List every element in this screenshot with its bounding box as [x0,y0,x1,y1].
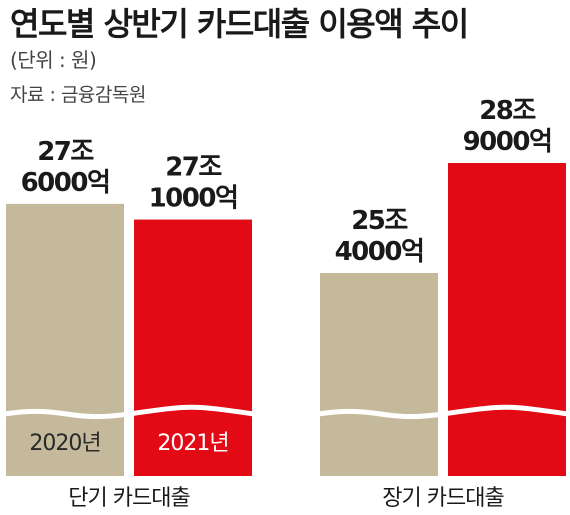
bar-long-term-2021 [448,163,566,476]
data-label: 25조 4000억 [335,206,424,267]
data-label: 28조 9000억 [463,96,552,157]
legend-2020: 2020년 [29,431,100,456]
data-label: 27조 6000억 [21,137,110,198]
axis-break-wave [3,404,255,420]
chart-title: 연도별 상반기 카드대출 이용액 추이 [10,5,469,43]
legend-2021: 2021년 [157,431,228,456]
unit-note: (단위 : 원) [10,48,97,72]
bar-short-term-2021 [134,219,252,477]
category-short-term: 단기 카드대출 [68,486,190,511]
bar-long-term-2020 [320,273,438,476]
category-long-term: 장기 카드대출 [382,486,504,511]
source-note: 자료 : 금융감독원 [10,84,146,106]
bar-short-term-2020 [6,203,124,476]
data-label: 27조 1000억 [149,153,238,214]
axis-break-wave [317,404,569,420]
